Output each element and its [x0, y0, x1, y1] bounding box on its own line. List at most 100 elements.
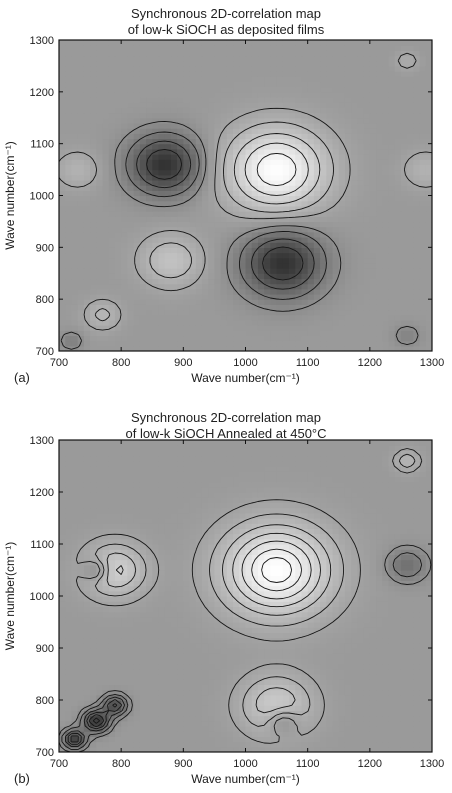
chart-a-cell: [282, 133, 290, 140]
chart-a-cell: [102, 40, 110, 46]
chart-b-cell: [127, 642, 135, 649]
chart-a-cell: [382, 242, 390, 248]
chart-a-cell: [233, 97, 240, 103]
chart-a-cell: [289, 122, 296, 129]
chart-a-cell: [332, 71, 340, 77]
chart-a-cell: [71, 55, 79, 62]
chart-a-cell: [152, 236, 160, 243]
chart-a-cell: [220, 242, 228, 248]
chart-a-cell: [282, 76, 290, 83]
chart-a-cell: [413, 112, 421, 119]
chart-a-cell: [276, 335, 284, 342]
chart-a-cell: [363, 154, 371, 160]
chart-b-cell: [332, 642, 340, 649]
chart-a-y-tick-label: 1100: [30, 139, 54, 151]
chart-a-cell: [413, 299, 421, 305]
chart-b-cell: [121, 689, 128, 696]
chart-b-cell: [338, 720, 346, 727]
chart-a-cell: [177, 319, 184, 326]
chart-a-cell: [108, 242, 116, 248]
chart-a-cell: [90, 278, 97, 285]
chart-a-cell: [83, 50, 91, 57]
chart-b-cell: [170, 736, 178, 743]
chart-a-cell: [233, 273, 240, 280]
chart-a-cell: [214, 195, 222, 202]
chart-a-cell: [220, 335, 228, 342]
chart-b-cell: [201, 689, 209, 696]
chart-a-cell: [344, 102, 352, 108]
chart-b-cell: [233, 642, 240, 649]
chart-a-cell: [388, 169, 396, 176]
chart-a-cell: [332, 138, 340, 145]
chart-a-cell: [394, 247, 402, 254]
chart-a-cell: [146, 345, 153, 351]
chart-a-cell: [332, 247, 340, 254]
chart-a-cell: [400, 148, 408, 155]
chart-a-cell: [251, 133, 259, 140]
chart-a-cell: [326, 65, 334, 72]
chart-b-cell: [332, 736, 340, 743]
chart-b-cell: [59, 715, 66, 722]
chart-a-cell: [257, 309, 265, 316]
chart-a-cell: [208, 81, 216, 88]
chart-a-cell: [419, 325, 427, 331]
chart-a-cell: [164, 262, 172, 269]
chart-a-cell: [208, 226, 216, 233]
chart-b-cell: [394, 679, 402, 685]
chart-a-cell: [195, 81, 203, 88]
chart-a-cell: [382, 107, 390, 114]
chart-b-cell: [121, 648, 128, 654]
chart-b-cell: [108, 658, 116, 665]
chart-a-cell: [139, 107, 147, 114]
chart-b-cell: [363, 715, 371, 722]
chart-a-cell: [276, 45, 284, 51]
chart-a-cell: [121, 288, 128, 295]
chart-a-cell: [313, 273, 321, 280]
chart-b-cell: [332, 700, 340, 706]
chart-a-cell: [108, 102, 116, 108]
chart-a-cell: [276, 169, 284, 176]
chart-a-cell: [139, 314, 147, 321]
chart-b-cell: [201, 668, 209, 675]
chart-b-cell: [369, 720, 377, 727]
chart-b-cell: [65, 663, 73, 670]
chart-a-cell: [139, 71, 147, 77]
chart-a-cell: [270, 154, 278, 160]
chart-b-cell: [344, 684, 352, 691]
chart-a-cell: [295, 55, 303, 62]
chart-a-cell: [83, 252, 91, 259]
chart-a-cell: [83, 164, 91, 171]
chart-a-cell: [301, 60, 309, 67]
chart-a-cell: [326, 117, 334, 124]
chart-a-cell: [332, 257, 340, 264]
chart-b-cell: [65, 689, 73, 696]
chart-a-cell: [170, 195, 178, 202]
chart-a-cell: [251, 283, 259, 290]
chart-b-cell: [264, 679, 271, 685]
chart-b-cell: [264, 731, 271, 737]
chart-b-cell: [382, 710, 390, 717]
chart-a-cell: [208, 252, 216, 259]
chart-a-cell: [208, 221, 216, 228]
chart-a-cell: [226, 195, 234, 202]
chart-a-cell: [307, 117, 315, 124]
chart-a-cell: [407, 45, 414, 51]
chart-a-cell: [363, 268, 371, 274]
chart-a-cell: [102, 304, 110, 311]
chart-a-cell: [121, 50, 128, 57]
chart-a-cell: [351, 169, 358, 176]
chart-a-cell: [382, 55, 390, 62]
chart-a-cell: [382, 319, 390, 326]
chart-a-cell: [351, 216, 358, 223]
chart-b-cell: [351, 663, 358, 670]
chart-a-cell: [388, 107, 396, 114]
chart-a-cell: [376, 247, 383, 254]
chart-a-cell: [170, 257, 178, 264]
chart-a-cell: [338, 283, 346, 290]
chart-b-cell: [77, 658, 85, 665]
chart-a-cell: [357, 304, 365, 311]
chart-a-cell: [301, 325, 309, 331]
chart-a-cell: [114, 102, 122, 108]
chart-a-cell: [77, 148, 85, 155]
chart-a-cell: [332, 148, 340, 155]
